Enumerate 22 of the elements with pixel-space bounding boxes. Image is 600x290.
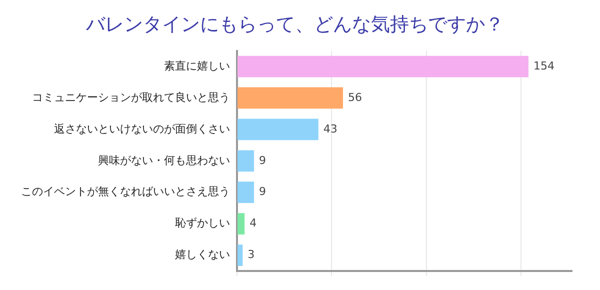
y-tick-label: 素直に嬉しい: [164, 59, 230, 72]
chart-title: バレンタインにもらって、どんな気持ちですか？: [85, 13, 504, 36]
y-tick-label: このイベントが無くなればいいとさえ思う: [21, 185, 230, 198]
bar: [238, 244, 243, 266]
data-label: 4: [250, 216, 257, 230]
bar: [238, 150, 254, 172]
bar: [238, 56, 528, 78]
bar: [238, 182, 254, 204]
y-tick-label: コミュニケーションが取れて良いと思う: [32, 90, 230, 104]
bar: [238, 87, 343, 109]
data-label: 154: [533, 59, 554, 72]
data-label: 56: [348, 90, 362, 104]
y-tick-label: 嬉しくない: [175, 248, 230, 262]
bar: [238, 213, 245, 235]
y-tick-label: 恥ずかしい: [175, 216, 230, 230]
y-tick-label: 返さないといけないのが面倒くさい: [54, 122, 230, 136]
y-tick-label: 興味がない・何も思わない: [98, 154, 230, 167]
data-label: 9: [259, 185, 266, 198]
data-label: 9: [259, 154, 266, 167]
bar: [238, 118, 318, 140]
data-label: 43: [323, 122, 338, 136]
data-label: 3: [248, 248, 255, 262]
